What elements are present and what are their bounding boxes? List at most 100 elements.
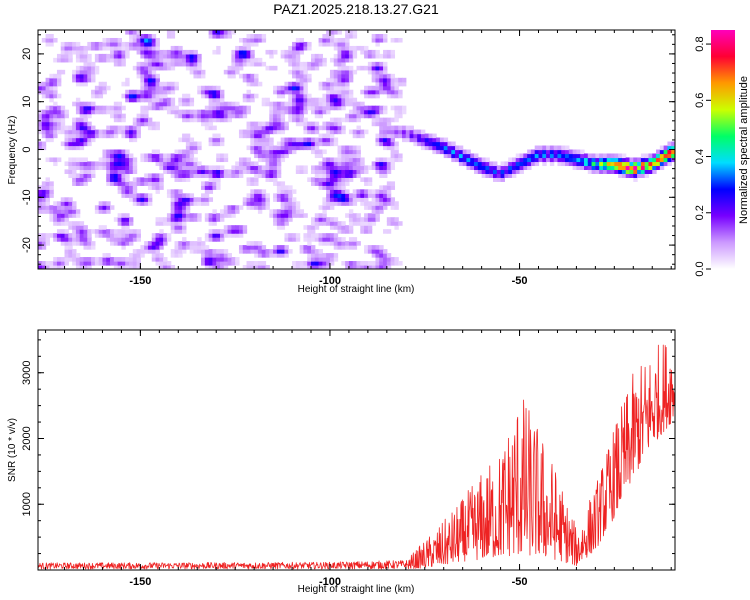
spectrogram-cell — [155, 257, 160, 262]
spectrogram-cell — [75, 105, 81, 111]
spectrogram-cell — [257, 249, 263, 254]
spectrogram-cell — [311, 229, 316, 234]
spectrogram-cell — [125, 193, 130, 198]
spectrogram-cell — [367, 213, 373, 218]
spectrogram-cell — [322, 37, 327, 43]
spectrogram-cell — [132, 97, 138, 103]
spectrogram-cell — [185, 93, 191, 99]
spectrogram-cell — [314, 249, 320, 254]
spectrogram-cell — [132, 93, 138, 99]
spectrogram-cell — [102, 133, 107, 139]
spectrogram-cell — [390, 37, 396, 43]
spectrogram-cell — [288, 197, 293, 202]
spectrogram-cell — [348, 177, 354, 182]
spectrogram-cell — [159, 177, 164, 182]
spectrogram-cell — [599, 169, 604, 174]
spectrogram-cell — [292, 93, 297, 99]
spectrogram-cell — [299, 93, 305, 99]
spectrogram-cell — [178, 249, 183, 254]
spectrogram-cell — [60, 141, 66, 147]
spectrogram-cell — [220, 117, 225, 123]
spectrogram-cell — [64, 141, 69, 147]
spectrogram-cell — [185, 209, 191, 214]
spectrogram-cell — [75, 177, 81, 182]
spectrogram-y-tick-label: -20 — [21, 237, 33, 253]
spectrogram-cell — [311, 65, 316, 71]
spectrogram-cell — [159, 49, 164, 55]
spectrogram-cell — [284, 253, 289, 258]
spectrogram-cell — [132, 193, 138, 198]
spectrogram-cell — [314, 105, 320, 111]
spectrogram-cell — [587, 153, 593, 159]
spectrogram-cell — [288, 45, 293, 51]
spectrogram-cell — [333, 137, 339, 143]
spectrogram-cell — [311, 61, 316, 67]
spectrogram-cell — [79, 165, 85, 171]
spectrogram-cell — [193, 217, 198, 222]
spectrogram-cell — [87, 69, 92, 75]
spectrogram-cell — [91, 245, 96, 250]
spectrogram-cell — [102, 105, 107, 111]
spectrogram-cell — [637, 173, 642, 178]
spectrogram-cell — [352, 105, 358, 111]
spectrogram-cell — [652, 169, 657, 174]
spectrogram-cell — [341, 89, 346, 95]
spectrogram-cell — [197, 245, 202, 250]
spectrogram-cell — [269, 161, 274, 167]
spectrogram-cell — [303, 245, 308, 250]
spectrogram-cell — [371, 253, 377, 258]
spectrogram-cell — [106, 253, 111, 258]
spectrogram-cell — [436, 137, 441, 143]
spectrogram-cell — [580, 165, 585, 171]
spectrogram-cell — [201, 117, 206, 123]
spectrogram-cell — [178, 49, 183, 55]
spectrogram-cell — [49, 77, 54, 83]
spectrogram-cell — [428, 141, 433, 147]
spectrogram-cell — [231, 73, 236, 79]
spectrogram-cell — [185, 113, 191, 119]
spectrogram-cell — [117, 181, 123, 186]
spectrogram-cell — [132, 253, 138, 258]
spectrogram-cell — [345, 229, 350, 234]
spectrogram-cell — [79, 265, 85, 269]
spectrogram-cell — [60, 129, 66, 135]
spectrogram-cell — [394, 93, 399, 99]
spectrogram-cell — [379, 209, 384, 214]
spectrogram-cell — [485, 169, 490, 174]
spectrogram-cell — [375, 113, 380, 119]
spectrogram-cell — [303, 61, 308, 67]
spectrogram-cell — [151, 241, 157, 246]
spectrogram-cell — [348, 225, 354, 230]
spectrogram-cell — [386, 217, 392, 222]
spectrogram-cell — [45, 121, 50, 127]
spectrogram-cell — [83, 241, 88, 246]
spectrogram-cell — [72, 201, 77, 206]
spectrogram-cell — [155, 61, 160, 67]
spectrogram-cell — [68, 45, 73, 51]
spectrogram-cell — [345, 181, 350, 186]
spectrogram-cell — [220, 213, 225, 218]
spectrogram-cell — [185, 169, 191, 174]
spectrogram-cell — [576, 157, 581, 163]
spectrogram-cell — [633, 173, 638, 178]
spectrogram-cell — [337, 149, 342, 155]
spectrogram-cell — [178, 245, 183, 250]
spectrogram-cell — [371, 61, 377, 67]
spectrogram-cell — [193, 145, 198, 151]
spectrogram-cell — [284, 85, 289, 91]
spectrogram-cell — [87, 45, 92, 51]
spectrogram-cell — [182, 229, 187, 234]
spectrogram-cell — [147, 105, 153, 111]
spectrogram-cell — [75, 145, 81, 151]
spectrogram-cell — [341, 77, 346, 83]
spectrogram-cell — [348, 117, 354, 123]
spectrogram-cell — [295, 97, 301, 103]
spectrogram-cell — [329, 33, 335, 39]
spectrogram-cell — [386, 129, 392, 135]
spectrogram-cell — [72, 121, 77, 127]
spectrogram-cell — [136, 237, 141, 242]
spectrogram-cell — [276, 153, 282, 159]
spectrogram-cell — [45, 205, 50, 210]
spectrogram-cell — [204, 265, 210, 269]
spectrogram-cell — [383, 53, 388, 59]
